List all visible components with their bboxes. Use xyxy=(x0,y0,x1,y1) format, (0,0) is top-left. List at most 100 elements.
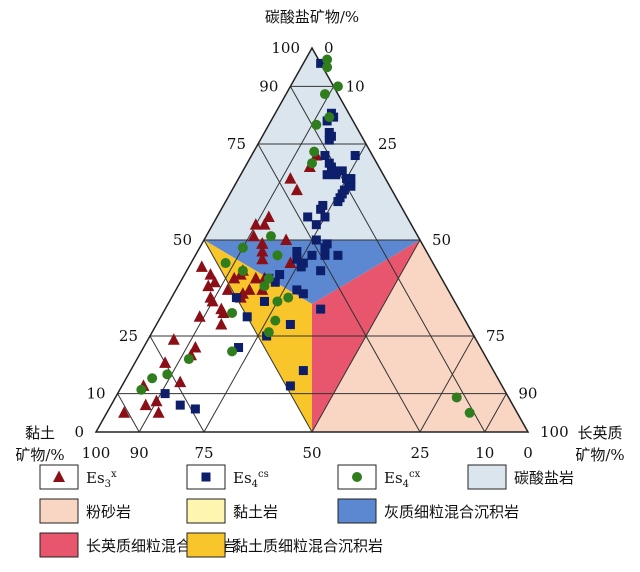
data-point-es4cs xyxy=(292,254,302,264)
data-point-es4cs xyxy=(311,235,321,245)
tick-label-left: 100 xyxy=(271,39,300,57)
data-point-es4cx xyxy=(162,369,173,380)
legend-marker-es4cs xyxy=(201,472,211,482)
data-point-es3x xyxy=(189,341,202,353)
data-point-es4cx xyxy=(272,250,283,261)
legend-swatch-region xyxy=(467,464,507,490)
data-point-es4cx xyxy=(265,231,276,242)
data-point-es3x xyxy=(221,283,234,295)
data-point-es3x xyxy=(202,279,215,292)
data-point-es3x xyxy=(159,356,172,368)
data-point-es4cs xyxy=(324,135,334,145)
data-point-es3x xyxy=(249,271,262,284)
tick-label-right: 90 xyxy=(518,385,537,403)
tick-label-left: 90 xyxy=(259,77,278,95)
tick-label-left: 50 xyxy=(173,231,192,249)
data-point-es4cs xyxy=(316,204,326,214)
data-point-es4cs xyxy=(311,220,321,230)
data-point-es4cs xyxy=(307,250,317,260)
data-point-es4cx xyxy=(136,384,147,395)
data-point-es3x xyxy=(228,271,241,284)
grid-line-felsic xyxy=(419,335,475,433)
data-point-es4cx xyxy=(307,158,317,169)
data-point-es4cx xyxy=(322,54,333,65)
tick-label-bottom: 10 xyxy=(475,444,494,462)
data-point-es4cs xyxy=(320,250,330,260)
legend-label-region: 灰质细粒混合沉积岩 xyxy=(384,503,519,521)
tick-label-bottom: 50 xyxy=(302,444,321,462)
data-point-es3x xyxy=(118,406,131,418)
data-point-es4cs xyxy=(231,293,241,303)
tick-label-right: 100 xyxy=(540,423,569,441)
data-point-es4cx xyxy=(227,346,238,357)
data-point-es4cs xyxy=(320,151,330,161)
data-point-es4cx xyxy=(464,407,475,418)
data-point-es3x xyxy=(206,294,219,307)
apex-label-clay-line2: 矿物/% xyxy=(15,446,64,464)
data-point-es4cx xyxy=(270,315,281,326)
tick-label-right: 0 xyxy=(324,39,334,57)
data-point-es4cs xyxy=(298,289,308,299)
data-point-es4cx xyxy=(272,296,283,307)
data-point-es4cs xyxy=(296,262,306,272)
legend-marker-es3x xyxy=(53,470,65,482)
data-point-es4cx xyxy=(237,242,248,253)
data-point-es4cs xyxy=(316,304,326,314)
apex-label-carbonate: 碳酸盐矿物/% xyxy=(265,8,359,26)
legend-label-region: 黏土岩 xyxy=(233,503,278,521)
data-point-es4cs xyxy=(292,247,302,257)
tick-label-right: 50 xyxy=(432,231,451,249)
data-point-es3x xyxy=(258,218,271,230)
data-point-es3x xyxy=(167,333,180,345)
legend-swatch-region xyxy=(186,498,226,524)
data-point-es3x xyxy=(290,183,303,196)
data-point-es4cs xyxy=(333,197,343,207)
data-point-es4cx xyxy=(147,373,158,384)
tick-label-bottom: 75 xyxy=(194,444,213,462)
legend-label-es4cs: Es4cs xyxy=(233,469,269,490)
tick-label-right: 10 xyxy=(346,77,365,95)
legend-marker-es4cx xyxy=(352,472,362,482)
data-point-es4cs xyxy=(285,381,295,391)
legend-label-region: 黏土质细粒混合沉积岩 xyxy=(233,537,383,555)
data-point-es3x xyxy=(284,256,297,268)
data-point-es4cx xyxy=(227,307,238,318)
data-point-es3x xyxy=(280,233,293,245)
tick-label-right: 25 xyxy=(378,135,397,153)
legend-label-es3x: Es3x xyxy=(86,469,117,490)
data-point-es3x xyxy=(152,406,165,418)
legend-swatch-region xyxy=(39,532,79,558)
tick-label-bottom: 90 xyxy=(130,444,149,462)
data-point-es4cs xyxy=(190,404,200,414)
grid-line-clay xyxy=(257,143,421,433)
data-point-es3x xyxy=(193,310,206,322)
data-point-es4cs xyxy=(298,366,308,376)
data-point-es4cs xyxy=(242,312,252,322)
apex-label-felsic-line2: 矿物/% xyxy=(575,446,624,464)
data-point-es3x xyxy=(174,375,187,388)
legend-swatch-region xyxy=(337,498,377,524)
data-point-es4cs xyxy=(320,243,330,253)
data-point-es3x xyxy=(256,237,269,249)
data-point-es4cs xyxy=(337,166,347,176)
data-point-es3x xyxy=(284,172,297,184)
grid-line-clay xyxy=(203,239,313,433)
grid-line-felsic xyxy=(311,239,421,433)
data-point-es4cx xyxy=(183,354,194,365)
data-point-es4cx xyxy=(324,112,335,123)
legend-swatch-region xyxy=(39,498,79,524)
data-point-es4cs xyxy=(303,212,313,222)
data-point-es4cx xyxy=(283,292,294,303)
tick-label-right: 75 xyxy=(486,327,505,345)
tick-label-left: 0 xyxy=(74,423,84,441)
data-point-es4cs xyxy=(259,296,269,306)
data-point-es3x xyxy=(262,210,275,222)
data-point-es4cs xyxy=(322,170,332,180)
data-point-es3x xyxy=(217,306,230,318)
tick-label-bottom: 100 xyxy=(82,444,111,462)
data-point-es4cx xyxy=(332,81,343,92)
data-point-es4cs xyxy=(331,170,341,180)
data-point-es3x xyxy=(139,398,152,411)
tick-label-left: 25 xyxy=(119,327,138,345)
